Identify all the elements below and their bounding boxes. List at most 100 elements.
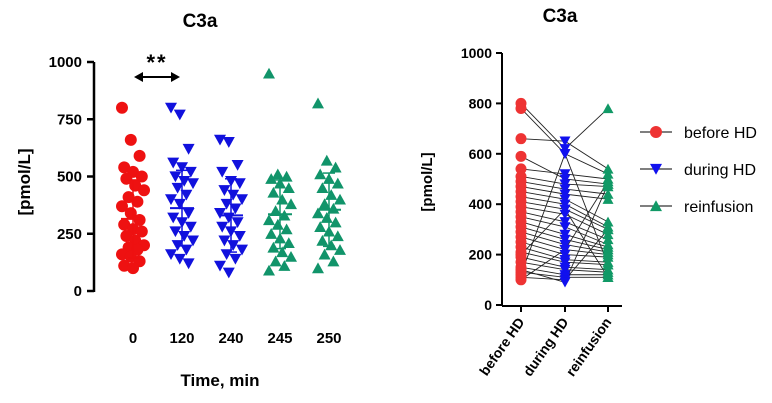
- left-point-240: [220, 198, 233, 210]
- right-point-during-hd: [559, 174, 571, 185]
- right-point-during-hd: [559, 179, 571, 190]
- left-point-250: [314, 221, 327, 232]
- left-point-250: [314, 168, 327, 180]
- right-y-axis-label: [pmol/L]: [419, 152, 436, 211]
- left-x-tick-label: 245: [267, 330, 292, 347]
- left-point-250: [325, 189, 338, 200]
- left-point-245: [282, 182, 295, 194]
- left-point-245: [285, 198, 297, 210]
- left-point-120: [171, 182, 184, 194]
- left-point-0: [131, 195, 144, 208]
- left-point-250: [312, 262, 324, 274]
- left-point-120: [173, 198, 186, 210]
- left-panel: C3a [pmol/L] 0 250 500 750 1000 0 120 240 245 25…: [15, 11, 346, 390]
- right-point-during-hd: [559, 144, 571, 154]
- left-x-axis-label: Time, min: [180, 371, 259, 390]
- right-point-reinfusion: [602, 224, 614, 235]
- left-point-245: [282, 237, 295, 249]
- left-y-tick-label: 750: [57, 111, 82, 128]
- right-point-during-hd: [559, 222, 571, 233]
- left-point-250: [312, 207, 324, 219]
- left-point-250: [316, 234, 329, 246]
- right-y-tick-label: 400: [469, 196, 493, 212]
- right-point-during-hd: [559, 136, 571, 147]
- left-point-0: [120, 230, 133, 243]
- left-point-240: [214, 260, 226, 272]
- left-point-240: [214, 208, 226, 219]
- left-point-245: [280, 223, 293, 235]
- left-point-245: [265, 173, 278, 184]
- right-point-before-hd: [515, 264, 527, 276]
- left-point-0: [124, 133, 137, 146]
- left-point-120: [173, 253, 186, 265]
- left-y-ticks: 0 250 500 750 1000: [49, 54, 94, 300]
- left-point-0: [118, 161, 131, 174]
- left-point-0: [118, 218, 131, 231]
- left-point-240: [216, 221, 229, 233]
- left-point-0: [138, 184, 150, 197]
- right-point-before-hd: [515, 102, 527, 114]
- left-point-120: [180, 244, 193, 256]
- left-point-250: [327, 202, 340, 214]
- legend: before HD during HD reinfusion: [640, 125, 757, 216]
- right-point-during-hd: [559, 244, 571, 255]
- left-point-240: [236, 194, 248, 206]
- right-point-reinfusion: [602, 178, 614, 189]
- right-point-before-hd: [515, 150, 527, 162]
- left-point-240: [233, 178, 246, 190]
- left-point-120: [169, 171, 182, 183]
- legend-marker: [650, 200, 662, 212]
- right-point-during-hd: [559, 265, 571, 275]
- left-point-245: [276, 193, 289, 205]
- left-point-250: [334, 244, 346, 255]
- left-point-120: [165, 249, 177, 261]
- left-point-240: [227, 240, 240, 251]
- right-point-during-hd: [559, 209, 571, 220]
- right-point-during-hd: [559, 234, 571, 245]
- left-point-120: [184, 221, 197, 233]
- right-point-reinfusion: [602, 272, 614, 282]
- left-point-245: [263, 264, 275, 276]
- left-point-120: [182, 208, 195, 219]
- left-point-250: [334, 193, 346, 205]
- left-y-tick-label: 1000: [49, 54, 82, 71]
- right-point-during-hd: [559, 149, 571, 160]
- left-point-120: [178, 230, 191, 242]
- arrow-head-left: [134, 72, 143, 82]
- left-point-250: [327, 255, 340, 267]
- left-point-250: [325, 239, 338, 251]
- left-mean-sd-bars: [121, 169, 341, 259]
- left-point-250: [318, 248, 331, 260]
- left-point-120: [165, 102, 177, 114]
- left-point-120: [165, 194, 177, 206]
- left-point-0: [133, 149, 146, 162]
- legend-marker: [650, 126, 662, 138]
- left-point-250: [316, 182, 329, 194]
- right-point-reinfusion: [602, 259, 614, 270]
- left-point-245: [269, 205, 282, 216]
- left-point-120: [178, 175, 191, 187]
- legend-label: before HD: [684, 125, 757, 142]
- left-y-axis-label: [pmol/L]: [15, 148, 34, 215]
- left-point-0: [124, 250, 137, 263]
- left-point-240: [233, 230, 246, 242]
- right-point-during-hd: [559, 204, 571, 215]
- left-chart-title: C3a: [183, 11, 218, 32]
- left-x-tick-label: 0: [129, 330, 137, 347]
- left-point-240: [222, 267, 235, 279]
- right-point-during-hd: [559, 184, 571, 195]
- left-point-240: [231, 217, 244, 228]
- left-point-120: [182, 143, 195, 155]
- left-point-245: [280, 170, 293, 182]
- left-point-0: [120, 172, 133, 185]
- significance-annotation: **: [134, 50, 180, 82]
- right-point-reinfusion: [602, 163, 614, 174]
- right-point-during-hd: [559, 169, 571, 180]
- left-point-0: [122, 191, 135, 204]
- left-point-0: [124, 207, 137, 220]
- right-y-tick-label: 800: [469, 95, 493, 111]
- left-point-0: [127, 262, 139, 275]
- left-point-250: [331, 230, 344, 242]
- left-y-tick-label: 0: [74, 283, 82, 300]
